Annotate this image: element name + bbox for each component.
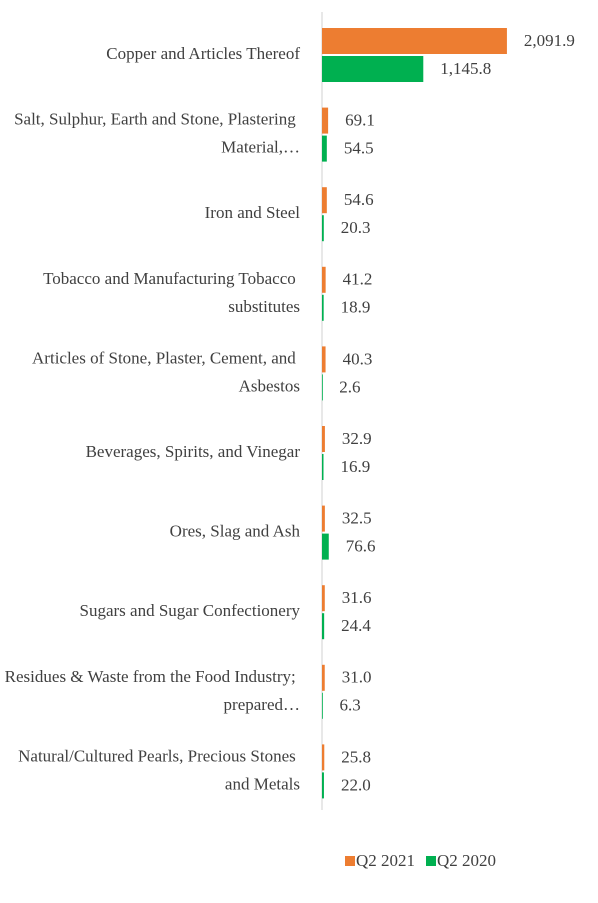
category-label: Copper and Articles Thereof	[106, 44, 300, 63]
label-line: and Metals	[225, 774, 300, 793]
label-line: Salt, Sulphur, Earth and Stone, Plasteri…	[14, 110, 300, 129]
value-label: 18.9	[341, 298, 371, 317]
bar	[322, 294, 324, 321]
legend-label: Q2 2020	[437, 851, 496, 870]
category-label: Sugars and Sugar Confectionery	[80, 601, 301, 620]
label-line: Material,…	[221, 138, 300, 157]
value-label: 22.0	[341, 775, 371, 794]
category-label: Ores, Slag and Ash	[170, 522, 301, 541]
bar	[322, 426, 325, 452]
legend-swatch	[426, 856, 436, 866]
value-label: 20.3	[341, 218, 371, 237]
value-label: 2.6	[339, 377, 360, 396]
value-label: 54.5	[344, 139, 374, 158]
bar	[322, 772, 324, 799]
value-label: 31.0	[342, 668, 372, 687]
bar	[322, 585, 325, 612]
category-label: Iron and Steel	[205, 203, 301, 222]
bar	[322, 692, 323, 719]
bar	[322, 266, 326, 293]
bar	[322, 664, 325, 691]
category-label: Articles of Stone, Plaster, Cement, and …	[32, 348, 300, 395]
value-label: 6.3	[340, 696, 361, 715]
bar	[322, 374, 323, 401]
label-line: Asbestos	[239, 376, 300, 395]
bar	[322, 187, 327, 214]
bar	[322, 135, 327, 162]
label-line: Articles of Stone, Plaster, Cement, and	[32, 348, 300, 367]
legend-label: Q2 2021	[356, 851, 415, 870]
value-label: 69.1	[345, 111, 375, 130]
bar	[322, 346, 326, 373]
category-label: Natural/Cultured Pearls, Precious Stones…	[18, 746, 300, 793]
value-label: 2,091.9	[524, 31, 575, 50]
bar	[322, 613, 325, 640]
value-label: 1,145.8	[440, 59, 491, 78]
value-label: 31.6	[342, 588, 372, 607]
bar	[322, 28, 507, 54]
value-label: 32.5	[342, 509, 372, 528]
label-line: Residues & Waste from the Food Industry;	[5, 667, 300, 686]
bar	[322, 505, 325, 532]
value-label: 16.9	[340, 457, 370, 476]
value-label: 54.6	[344, 190, 374, 209]
bar	[322, 215, 324, 242]
legend-swatch	[345, 856, 355, 866]
category-label: Residues & Waste from the Food Industry;…	[5, 667, 300, 714]
category-label: Beverages, Spirits, and Vinegar	[86, 442, 301, 461]
value-label: 24.4	[341, 616, 371, 635]
label-line: substitutes	[228, 297, 300, 316]
value-label: 40.3	[343, 349, 373, 368]
bar	[322, 454, 324, 480]
label-line: Tobacco and Manufacturing Tobacco	[43, 269, 300, 288]
label-line: prepared…	[224, 695, 300, 714]
value-label: 32.9	[342, 429, 372, 448]
value-label: 41.2	[343, 270, 373, 289]
category-label: Salt, Sulphur, Earth and Stone, Plasteri…	[14, 110, 300, 157]
value-label: 25.8	[341, 747, 371, 766]
bar	[322, 107, 329, 134]
value-label: 76.6	[346, 537, 376, 556]
label-line: Natural/Cultured Pearls, Precious Stones	[18, 746, 300, 765]
bar	[322, 56, 424, 82]
bar	[322, 533, 329, 560]
bar	[322, 744, 325, 771]
category-label: Tobacco and Manufacturing Tobacco substi…	[43, 269, 300, 316]
